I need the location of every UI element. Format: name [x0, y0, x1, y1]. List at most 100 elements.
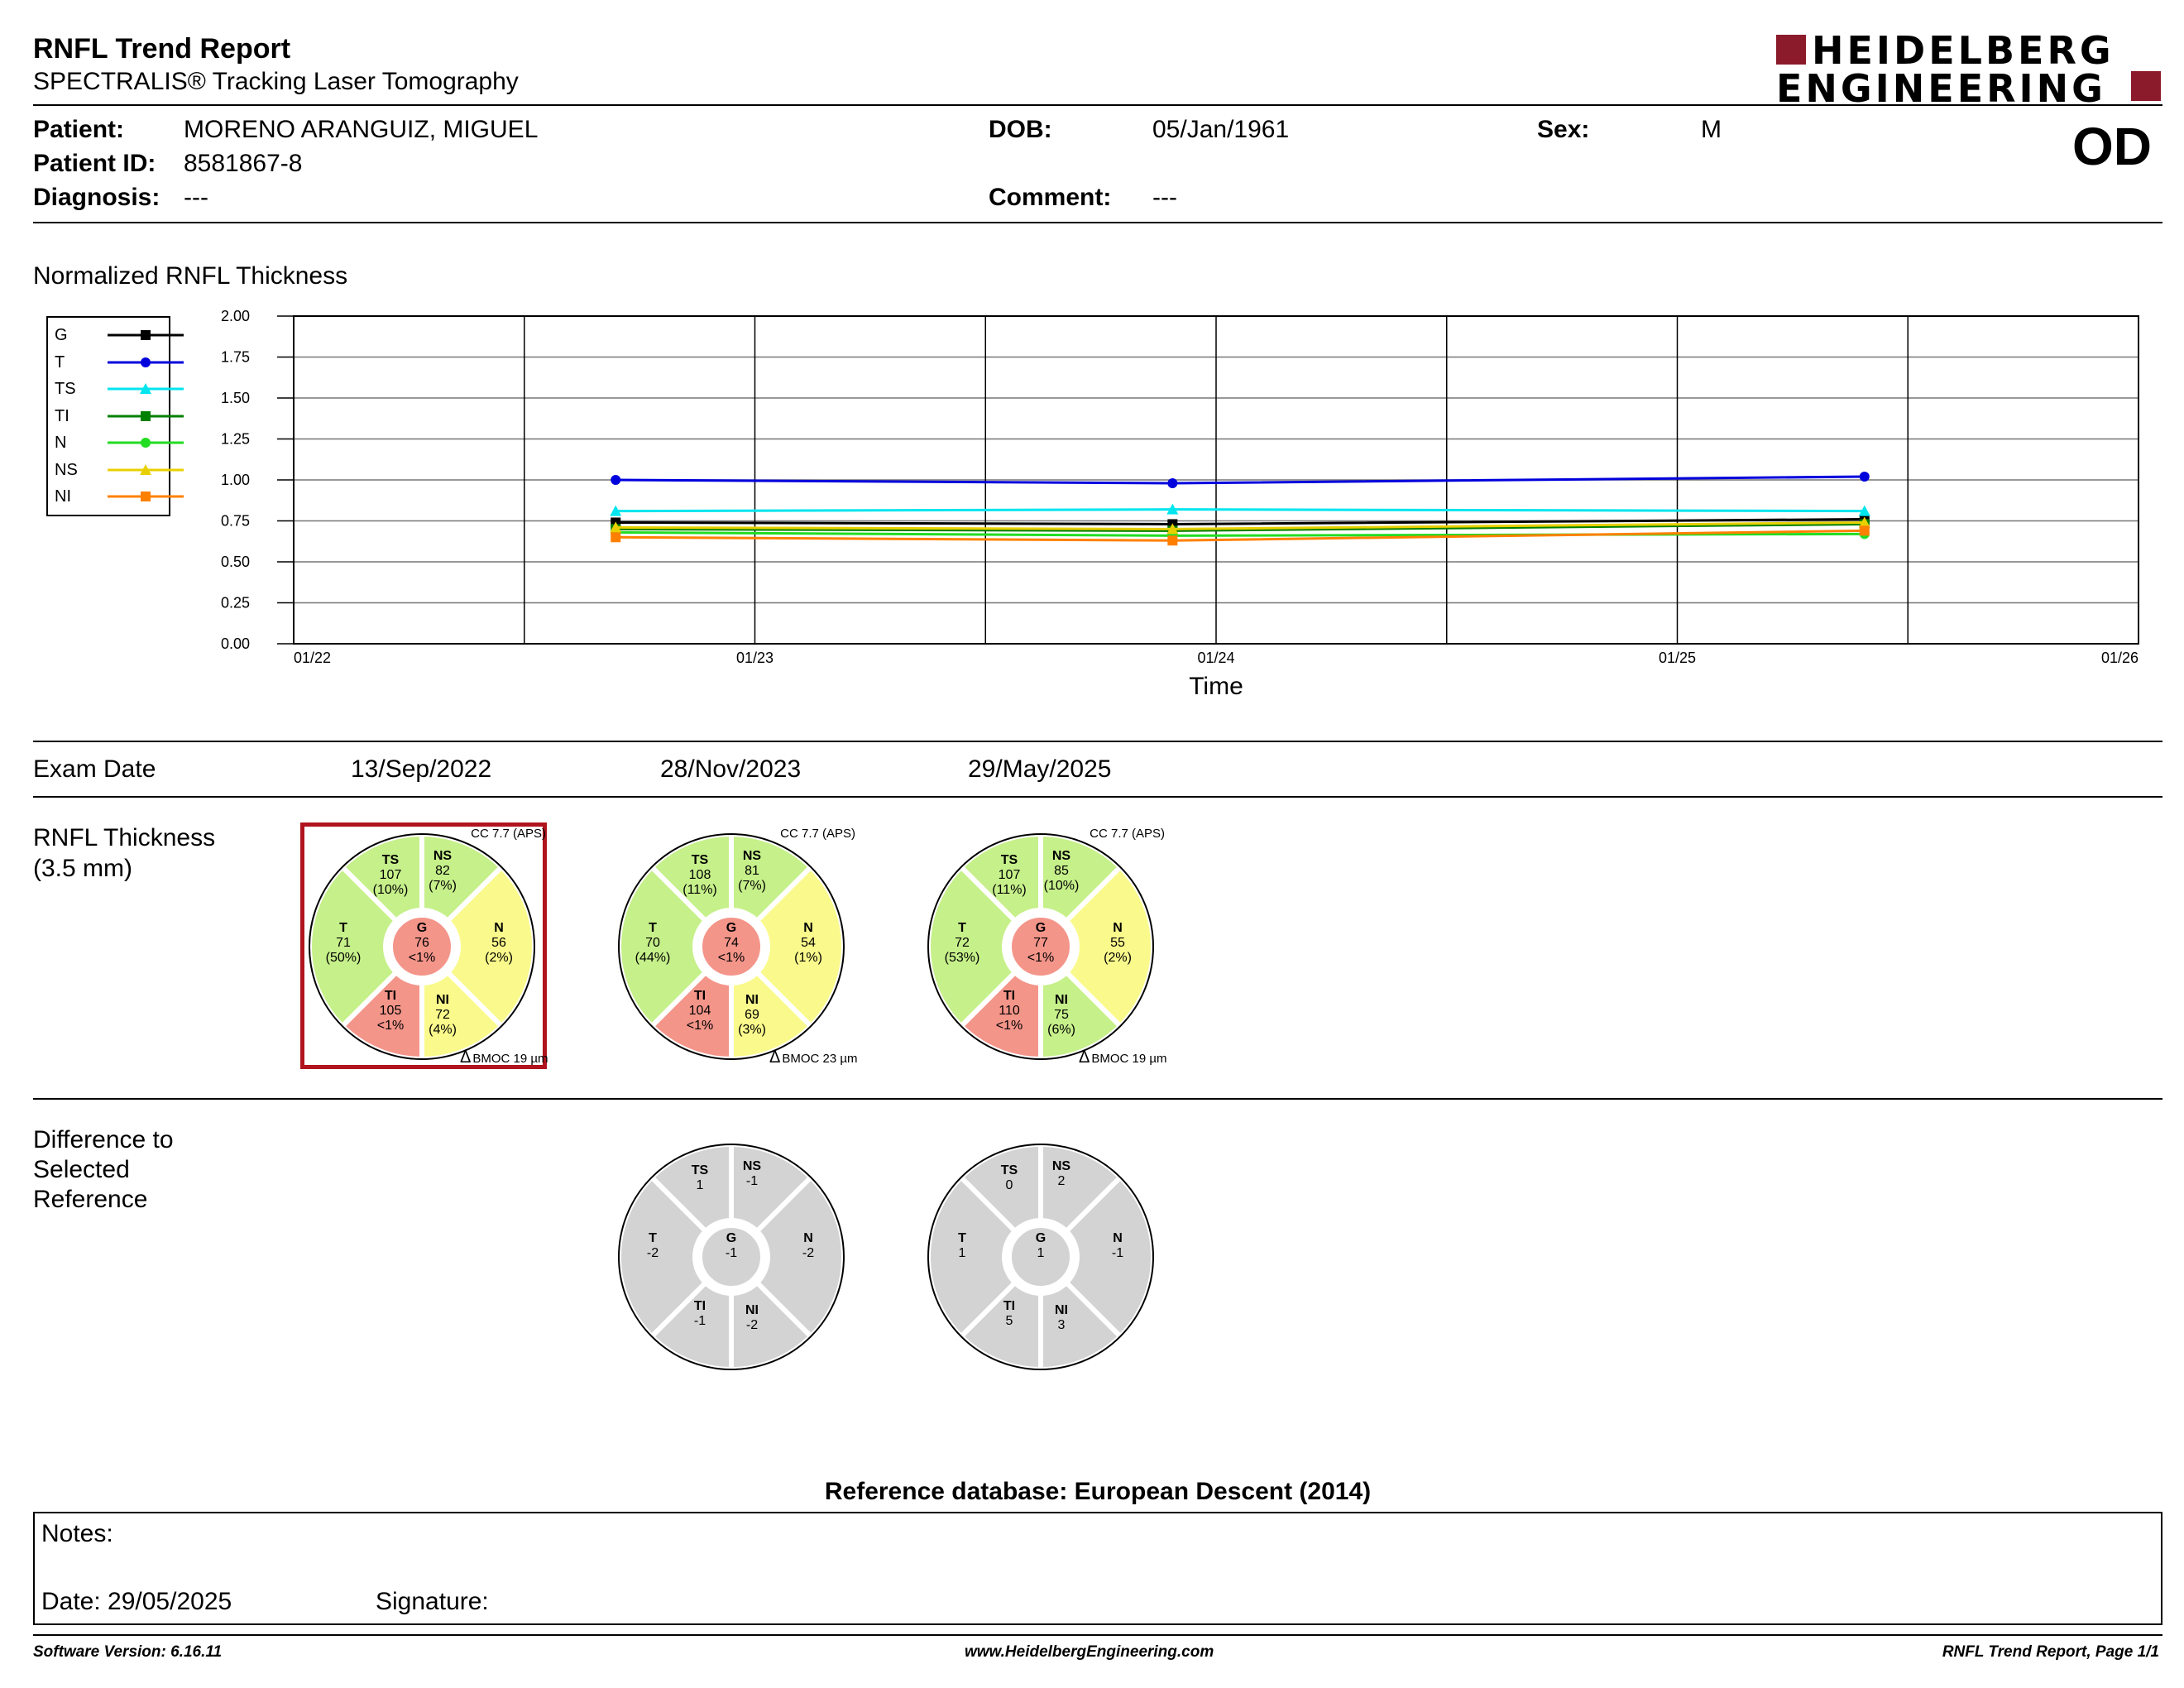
- sector-label-ns: (10%): [1044, 879, 1080, 893]
- bmo-text: Δ BMOC 19 µm: [460, 1048, 548, 1067]
- legend-marker-ns: [140, 463, 151, 475]
- date-label: Date: 29/05/2025: [41, 1588, 232, 1615]
- comment-label: Comment:: [989, 184, 1112, 211]
- sector-label-ni: (3%): [738, 1023, 766, 1037]
- sector-label-ns: NS: [1052, 1159, 1071, 1173]
- legend-entry-g: G: [55, 326, 68, 344]
- sector-label-ts: (11%): [682, 883, 717, 897]
- legend-swatch-g: [108, 330, 184, 340]
- legend-marker-ts: [140, 383, 151, 394]
- legend-swatch-ns: [108, 463, 184, 475]
- report-title: RNFL Trend Report: [33, 33, 291, 65]
- comment-value: ---: [1152, 184, 1177, 211]
- sector-g: [388, 913, 456, 981]
- y-tick-label: 1.00: [221, 472, 250, 488]
- sector-label-n: N: [1113, 1231, 1123, 1245]
- sector-label-t: (53%): [945, 951, 980, 965]
- sector-g: [1007, 913, 1075, 981]
- data-point-t: [1167, 477, 1178, 488]
- sector-label-ni: 72: [435, 1008, 450, 1022]
- plot-frame: [293, 315, 2139, 645]
- legend-entry-t: T: [55, 352, 65, 372]
- sector-label-ti: <1%: [996, 1019, 1023, 1033]
- sector-label-n: (2%): [1104, 951, 1132, 965]
- sector-label-t: 71: [336, 936, 351, 950]
- legend-entry-n: N: [55, 434, 67, 452]
- sector-label-ti: TI: [1003, 1299, 1015, 1313]
- legend-entry-ns: NS: [55, 460, 78, 479]
- sector-label-ni: (6%): [1047, 1023, 1075, 1037]
- sector-label-ts: TS: [692, 853, 709, 867]
- data-point-t: [611, 475, 621, 485]
- sector-label-g: G: [726, 1231, 736, 1245]
- thickness-label: RNFL Thickness: [33, 824, 216, 851]
- legend-marker-ni: [141, 492, 151, 501]
- sector-label-ns: (7%): [429, 879, 457, 893]
- sector-label-ti: -1: [694, 1314, 706, 1328]
- exam-date: 29/May/2025: [968, 755, 1112, 783]
- sector-label-ns: NS: [1052, 849, 1071, 863]
- divider: [33, 104, 2162, 106]
- sector-label-ti: 5: [1006, 1314, 1013, 1328]
- sector-label-ni: NI: [1055, 993, 1068, 1007]
- sector-label-g: 74: [724, 936, 739, 950]
- sector-label-t: (44%): [635, 951, 671, 965]
- sector-label-ts: 108: [689, 868, 711, 882]
- sector-label-t: 70: [645, 936, 660, 950]
- sector-label-g: 1: [1037, 1246, 1045, 1260]
- sector-label-ts: (11%): [992, 883, 1027, 897]
- sector-label-ns: 2: [1058, 1174, 1066, 1188]
- software-version: Software Version: 6.16.11: [33, 1643, 223, 1661]
- sector-label-t: T: [958, 921, 966, 935]
- report-subtitle: SPECTRALIS® Tracking Laser Tomography: [33, 68, 519, 95]
- outer-ring: [309, 833, 535, 1060]
- divider: [33, 1098, 2162, 1100]
- data-point-ni: [611, 532, 621, 543]
- sector-label-n: -2: [802, 1246, 814, 1260]
- sector-g: [697, 913, 765, 981]
- sector-label-g: <1%: [1027, 951, 1054, 965]
- sector-label-ni: NI: [1055, 1303, 1068, 1317]
- thickness-sublabel: (3.5 mm): [33, 855, 132, 882]
- sector-label-ts: TS: [692, 1163, 709, 1177]
- website-link: www.HeidelbergEngineering.com: [965, 1643, 1214, 1661]
- legend-swatch-t: [108, 357, 184, 367]
- sector-label-ts: TS: [1001, 853, 1018, 867]
- divider: [33, 1634, 2162, 1636]
- exam-date-label: Exam Date: [33, 755, 156, 783]
- series-line-ts: [615, 508, 1865, 513]
- sector-label-n: (1%): [794, 951, 822, 965]
- sector-label-g: G: [1036, 921, 1046, 935]
- sector-label-ni: NI: [745, 1303, 759, 1317]
- sector-label-t: (50%): [326, 951, 362, 965]
- reference-database: Reference database: European Descent (20…: [824, 1478, 1372, 1505]
- sector-label-n: N: [494, 921, 504, 935]
- sector-label-ni: (4%): [429, 1023, 457, 1037]
- legend-swatch-ts: [108, 383, 184, 394]
- sector-label-ti: <1%: [377, 1019, 404, 1033]
- sector-label-g: G: [417, 921, 427, 935]
- sector-label-ns: -1: [746, 1174, 758, 1188]
- sector-label-n: N: [803, 1231, 813, 1245]
- legend-swatch-n: [108, 438, 184, 448]
- diagnosis-label: Diagnosis:: [33, 184, 160, 211]
- outer-ring: [927, 833, 1154, 1060]
- sector-label-ni: NI: [745, 993, 759, 1007]
- sector-label-ti: TI: [694, 1299, 706, 1313]
- sector-label-ti: 110: [999, 1004, 1020, 1018]
- sex-value: M: [1701, 116, 1722, 143]
- chart-title: Normalized RNFL Thickness: [33, 262, 348, 290]
- sector-label-ns: NS: [743, 849, 762, 863]
- cc-text: CC 7.7 (APS): [471, 827, 546, 841]
- patient-id-label: Patient ID:: [33, 150, 156, 177]
- sex-label: Sex:: [1537, 116, 1590, 143]
- sector-label-n: -1: [1112, 1246, 1123, 1260]
- legend-marker-g: [141, 330, 151, 340]
- exam-date: 28/Nov/2023: [660, 755, 802, 783]
- sector-label-g: G: [726, 921, 736, 935]
- x-tick-label: 01/24: [1197, 650, 1234, 666]
- x-tick-label: 01/26: [2101, 650, 2138, 666]
- legend-swatch-ni: [108, 492, 184, 501]
- eye-indicator: OD: [2072, 117, 2152, 176]
- notes-box: Notes: Date: 29/05/2025 Signature:: [33, 1512, 2162, 1625]
